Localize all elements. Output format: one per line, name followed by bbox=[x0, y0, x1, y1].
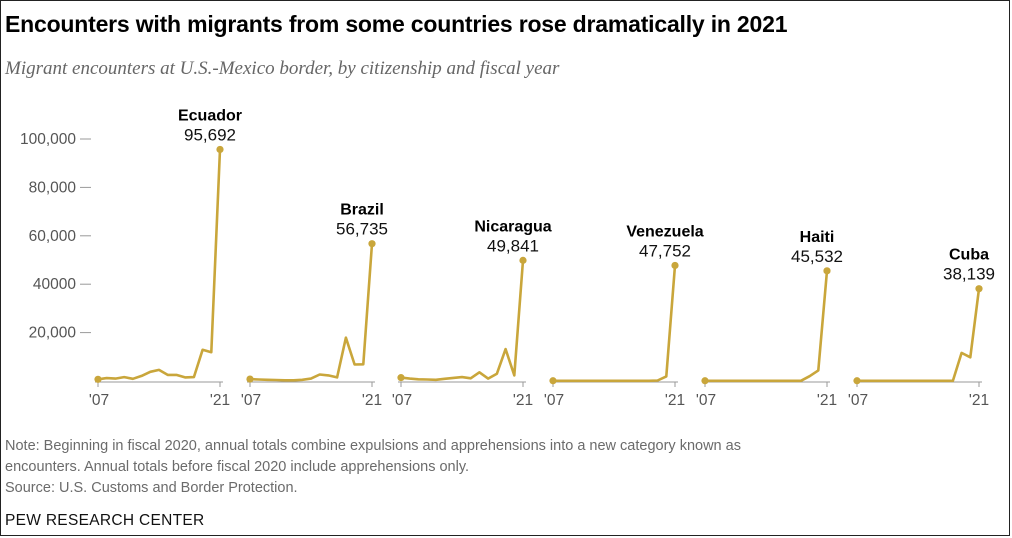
y-tick-label: 100,000 bbox=[20, 131, 76, 148]
series-name-label: Cuba bbox=[949, 247, 989, 264]
x-tick-label: '21 bbox=[362, 392, 382, 409]
series-end-point bbox=[671, 261, 679, 270]
x-tick-label: '21 bbox=[969, 392, 989, 409]
data-label: 56,735 bbox=[336, 220, 388, 239]
series-start-point bbox=[397, 374, 405, 382]
y-tick-label: 20,000 bbox=[29, 325, 77, 342]
data-label: 49,841 bbox=[487, 236, 539, 255]
series-end-point bbox=[368, 240, 376, 248]
series-end-point bbox=[823, 267, 831, 275]
publisher-credit: PEW RESEARCH CENTER bbox=[5, 512, 205, 529]
x-tick-label: '07 bbox=[392, 392, 412, 409]
series-name-label: Venezuela bbox=[626, 223, 703, 240]
x-tick-label: '21 bbox=[665, 392, 685, 409]
chart-note: Note: Beginning in fiscal 2020, annual t… bbox=[5, 436, 995, 499]
series-line-venezuela bbox=[551, 264, 677, 383]
chart-plot: 20,000 40000 60,000 80,000 100,000 '07 '21 95,6… bbox=[20, 107, 995, 409]
x-tick-label: '21 bbox=[210, 392, 230, 409]
series-end-point bbox=[216, 145, 224, 154]
series-name-label: Haiti bbox=[800, 229, 835, 246]
x-tick-label: '07 bbox=[544, 392, 564, 409]
y-tick-label: 40000 bbox=[33, 276, 76, 293]
series-line-cuba bbox=[855, 287, 981, 383]
chart-subtitle: Migrant encounters at U.S.-Mexico border… bbox=[5, 58, 560, 79]
note-line-2: encounters. Annual totals before fiscal … bbox=[5, 459, 470, 475]
data-label: 45,532 bbox=[791, 247, 843, 266]
series-start-point bbox=[94, 375, 102, 383]
x-tick-label: '21 bbox=[513, 392, 533, 409]
source-line: Source: U.S. Customs and Border Protecti… bbox=[5, 480, 298, 496]
series-start-point bbox=[701, 377, 709, 385]
series-line-haiti bbox=[703, 269, 829, 383]
x-tick-label: '07 bbox=[848, 392, 868, 409]
series-name-label: Ecuador bbox=[178, 107, 242, 124]
series-end-point bbox=[975, 285, 983, 293]
data-label: 47,752 bbox=[639, 241, 691, 260]
x-tick-label: '07 bbox=[696, 392, 716, 409]
series-start-point bbox=[246, 375, 254, 383]
series-start-point bbox=[853, 377, 861, 385]
chart-title: Encounters with migrants from some count… bbox=[5, 11, 788, 37]
y-tick-label: 80,000 bbox=[29, 179, 77, 196]
data-label: 38,139 bbox=[943, 265, 995, 284]
x-tick-label: '07 bbox=[241, 392, 261, 409]
note-line-1: Note: Beginning in fiscal 2020, annual t… bbox=[5, 438, 741, 454]
y-tick-label: 60,000 bbox=[29, 228, 77, 245]
series-name-label: Nicaragua bbox=[474, 218, 551, 235]
data-label: 95,692 bbox=[184, 125, 236, 144]
x-tick-label: '07 bbox=[89, 392, 109, 409]
series-end-point bbox=[519, 256, 527, 264]
series-start-point bbox=[549, 377, 557, 385]
x-tick-label: '21 bbox=[817, 392, 837, 409]
series-line-nicaragua bbox=[399, 259, 525, 382]
series-line-brazil bbox=[248, 242, 374, 382]
series-name-label: Brazil bbox=[340, 202, 384, 219]
series-line-ecuador bbox=[96, 148, 222, 381]
